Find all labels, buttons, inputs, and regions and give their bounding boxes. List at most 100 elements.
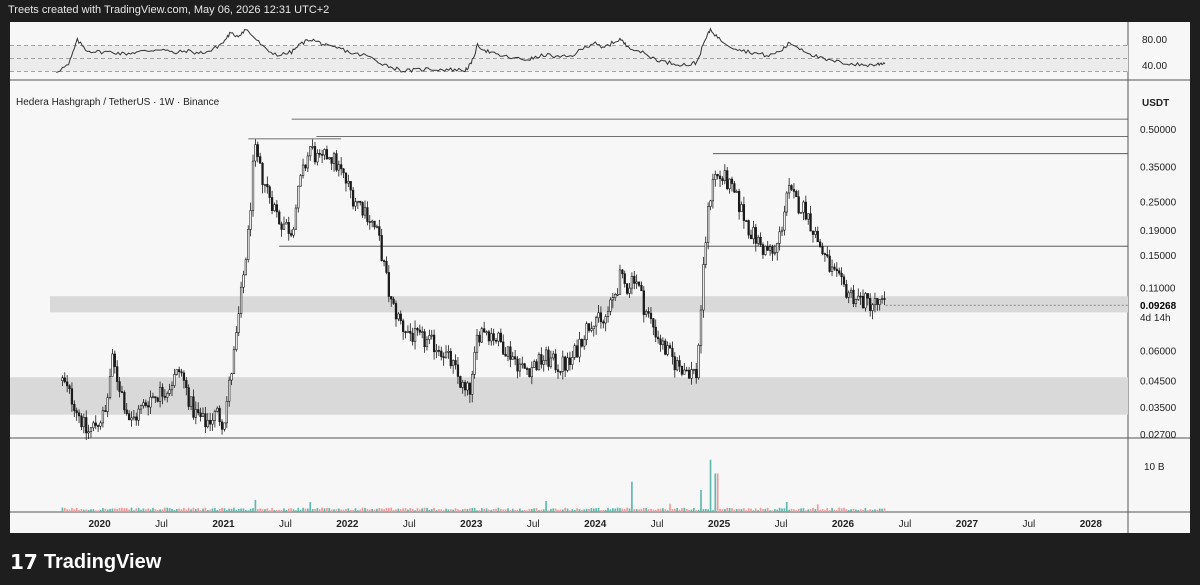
- volume-bar: [719, 508, 721, 512]
- candle-body: [180, 371, 183, 374]
- candle-body: [80, 415, 83, 428]
- candle-body: [764, 245, 767, 255]
- volume-bar: [252, 508, 254, 512]
- candle-body: [375, 226, 379, 228]
- volume-bar: [335, 509, 338, 512]
- candle-body: [790, 185, 793, 190]
- candle-body: [592, 325, 595, 330]
- candle-body: [170, 385, 174, 391]
- candle-body: [873, 298, 877, 306]
- candle-body: [425, 339, 429, 348]
- candle-body: [266, 184, 269, 188]
- tradingview-logo-icon[interactable]: 17: [10, 550, 38, 574]
- volume-bar: [824, 510, 826, 512]
- candle-body: [707, 206, 710, 243]
- volume-bar: [142, 508, 145, 512]
- volume-bar: [500, 508, 502, 512]
- candle-body: [192, 396, 195, 418]
- volume-bar: [156, 510, 159, 512]
- volume-bar: [754, 508, 757, 512]
- volume-bar: [278, 509, 281, 512]
- candle-body: [101, 410, 105, 424]
- volume-bar: [323, 508, 326, 512]
- candle-body: [699, 309, 703, 346]
- candle-body: [618, 269, 622, 295]
- volume-bar: [218, 508, 221, 512]
- currency-label[interactable]: USDT: [1142, 98, 1169, 109]
- volume-bar: [843, 507, 845, 512]
- volume-bar: [80, 508, 83, 512]
- price-axis[interactable]: 80.00 40.00 0.50000 0.35000 0.25000 0.19000 0.…: [1140, 35, 1177, 441]
- time-tick-label: 2024: [584, 519, 607, 530]
- candle-body: [108, 376, 112, 398]
- candle-body: [430, 334, 433, 337]
- chart-svg[interactable]: 80.00 40.00 0.50000 0.35000 0.25000 0.19000 0.…: [10, 22, 1190, 533]
- volume-bar: [659, 508, 662, 512]
- candle-body: [199, 412, 202, 417]
- volume-bar: [111, 508, 114, 512]
- volume-bar: [509, 510, 512, 512]
- candle-body: [432, 334, 436, 353]
- volume-bar: [85, 509, 88, 512]
- volume-bar: [878, 508, 881, 512]
- candle-body: [795, 191, 798, 198]
- volume-bar: [850, 509, 852, 512]
- volume-bar: [314, 509, 316, 512]
- volume-bar: [306, 508, 309, 512]
- candle-body: [213, 410, 217, 421]
- volume-bar: [273, 510, 276, 512]
- candle-body: [511, 356, 514, 360]
- price-tick-label: 0.03500: [1140, 403, 1177, 414]
- rsi-layer: [10, 27, 1128, 74]
- candle-body: [232, 349, 236, 374]
- volume-bar: [340, 509, 343, 512]
- candle-body: [792, 189, 796, 192]
- candle-body: [573, 345, 576, 358]
- candle-body: [270, 197, 274, 211]
- candle-body: [625, 283, 629, 294]
- time-tick-label: Jul: [899, 519, 912, 530]
- candle-body: [761, 244, 765, 255]
- volume-bar: [326, 508, 328, 512]
- volume-bar: [63, 507, 66, 512]
- candle-body: [66, 381, 69, 387]
- candle-body: [690, 369, 693, 379]
- volume-bar: [681, 508, 683, 512]
- candle-body: [456, 364, 460, 377]
- candle-body: [504, 353, 507, 357]
- volume-bar: [664, 509, 667, 512]
- candle-body: [368, 221, 371, 223]
- candle-body: [783, 211, 786, 231]
- volume-bar: [833, 509, 836, 512]
- candle-body: [478, 334, 481, 343]
- volume-bar: [695, 510, 698, 512]
- candle-body: [230, 373, 233, 381]
- volume-bar: [809, 509, 812, 512]
- tradingview-brand[interactable]: TradingView: [43, 550, 162, 573]
- time-axis[interactable]: 2020 Jul 2021 Jul 2022 Jul 2023 Jul 2024 Jul 2025 J…: [88, 519, 1102, 530]
- candle-body: [749, 234, 753, 240]
- price-tick-label: 0.19000: [1140, 226, 1177, 237]
- candle-body: [204, 413, 207, 428]
- candle-body: [566, 357, 569, 371]
- candle-body: [716, 174, 719, 177]
- volume-bar: [714, 473, 717, 512]
- volume-bar: [650, 508, 652, 512]
- candle-body: [256, 144, 259, 157]
- volume-bar: [626, 507, 628, 512]
- candle-body: [144, 402, 147, 406]
- candle-body: [547, 349, 550, 367]
- volume-bar: [459, 509, 462, 512]
- volume-bar: [488, 509, 490, 512]
- candle-body: [544, 349, 548, 361]
- candle-body: [175, 369, 178, 375]
- candle-body: [659, 338, 662, 345]
- volume-bar: [87, 510, 90, 512]
- candle-body: [704, 242, 707, 265]
- volume-bar: [209, 509, 211, 512]
- volume-bar: [359, 509, 362, 512]
- volume-bar: [454, 508, 457, 512]
- candle-body: [158, 386, 162, 402]
- rsi-band: [10, 45, 1128, 72]
- candle-body: [730, 178, 734, 184]
